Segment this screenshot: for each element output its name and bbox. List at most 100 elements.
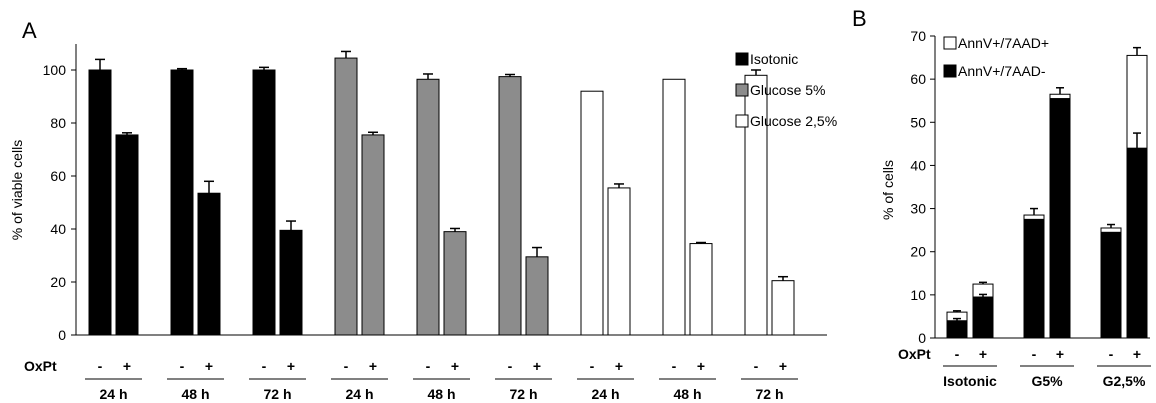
bar	[580, 90, 604, 336]
panel-b-y-axis-title: % of cells	[880, 160, 896, 220]
time-label: 72 h	[755, 386, 783, 402]
panel-b: B % of cells 0 10 20 30 40 50 60 70 OxPt - + Isot…	[852, 6, 1151, 389]
time-label: 72 h	[509, 386, 537, 402]
legend-swatch	[943, 36, 957, 50]
time-label: 24 h	[99, 386, 127, 402]
oxpt-sign: +	[1056, 346, 1064, 362]
panel-b-oxpt-label: OxPt	[898, 346, 931, 362]
bar	[525, 256, 549, 336]
oxpt-sign: -	[98, 358, 103, 374]
panel-a-oxpt-label: OxPt	[24, 358, 57, 374]
panel-b-bars	[946, 46, 1148, 339]
y-tick-label: 10	[910, 287, 926, 303]
bar	[252, 69, 276, 336]
y-tick-label: 100	[43, 62, 67, 78]
bar-segment-annv-7aad-neg	[1100, 231, 1122, 339]
panel-b-x-labels: - + Isotonic - + G5% - + G2,5%	[943, 346, 1151, 389]
y-tick-label: 80	[50, 115, 66, 131]
category-label: G2,5%	[1103, 373, 1146, 389]
bar	[662, 78, 686, 336]
bar	[115, 134, 139, 336]
panel-b-legend: AnnV+/7AAD+ AnnV+/7AAD-	[943, 35, 1049, 79]
bar	[771, 280, 795, 336]
bar	[498, 76, 522, 336]
bar	[689, 243, 713, 336]
y-tick-label: 20	[910, 244, 926, 260]
bar-segment-annv-7aad-neg	[972, 296, 994, 339]
bar	[279, 229, 303, 336]
oxpt-sign: -	[754, 358, 759, 374]
oxpt-sign: -	[262, 358, 267, 374]
oxpt-sign: -	[672, 358, 677, 374]
y-tick-label: 50	[910, 114, 926, 130]
time-label: 48 h	[673, 386, 701, 402]
panel-a-y-ticks: 0 20 40 60 80 100	[43, 62, 76, 343]
oxpt-sign: -	[426, 358, 431, 374]
bar	[334, 57, 358, 336]
y-tick-label: 20	[50, 274, 66, 290]
y-tick-label: 0	[918, 330, 926, 346]
legend-label: Isotonic	[750, 51, 798, 67]
oxpt-sign: +	[697, 358, 705, 374]
oxpt-sign: -	[344, 358, 349, 374]
time-label: 72 h	[263, 386, 291, 402]
oxpt-sign: +	[205, 358, 213, 374]
oxpt-sign: -	[955, 346, 960, 362]
y-tick-label: 60	[50, 168, 66, 184]
bar	[416, 78, 440, 336]
y-tick-label: 40	[50, 221, 66, 237]
legend-swatch	[943, 64, 957, 78]
category-label: Isotonic	[943, 373, 997, 389]
bar-segment-annv-7aad-pos	[1100, 227, 1122, 233]
bar-segment-annv-7aad-pos	[1023, 214, 1045, 220]
y-tick-label: 40	[910, 157, 926, 173]
oxpt-sign: -	[180, 358, 185, 374]
oxpt-sign: +	[1133, 346, 1141, 362]
oxpt-sign: -	[1109, 346, 1114, 362]
time-label: 24 h	[591, 386, 619, 402]
y-tick-label: 60	[910, 71, 926, 87]
bar-segment-annv-7aad-neg	[1023, 218, 1045, 339]
oxpt-sign: +	[533, 358, 541, 374]
panel-a-x-labels: - +24 h - +48 h - +72 h - +24 h - +48 h - +72 h - +24…	[85, 358, 798, 402]
oxpt-sign: -	[1032, 346, 1037, 362]
oxpt-sign: -	[590, 358, 595, 374]
y-tick-label: 30	[910, 201, 926, 217]
time-label: 24 h	[345, 386, 373, 402]
legend-label: Glucose 5%	[750, 82, 825, 98]
bar-segment-annv-7aad-neg	[1049, 98, 1071, 339]
panel-a-y-axis-title: % of viable cells	[9, 140, 25, 240]
legend-label: Glucose 2,5%	[750, 113, 837, 129]
bar	[88, 69, 112, 336]
panel-a-label: A	[22, 18, 37, 43]
panel-a: A % of viable cells 0 20 40 60 80 100 OxPt - +…	[9, 18, 837, 402]
legend-swatch	[735, 83, 749, 97]
bar-segment-annv-7aad-neg	[946, 320, 968, 339]
oxpt-sign: +	[287, 358, 295, 374]
oxpt-sign: +	[779, 358, 787, 374]
time-label: 48 h	[181, 386, 209, 402]
oxpt-sign: +	[123, 358, 131, 374]
bar	[170, 69, 194, 336]
oxpt-sign: +	[979, 346, 987, 362]
time-label: 48 h	[427, 386, 455, 402]
bar	[361, 134, 385, 336]
legend-label: AnnV+/7AAD+	[958, 35, 1049, 51]
panel-b-y-ticks: 0 10 20 30 40 50 60 70	[910, 28, 935, 346]
legend-swatch	[735, 52, 749, 66]
panel-a-bars	[88, 50, 795, 336]
legend-swatch	[735, 114, 749, 128]
category-label: G5%	[1031, 373, 1063, 389]
legend-label: AnnV+/7AAD-	[958, 63, 1046, 79]
oxpt-sign: +	[451, 358, 459, 374]
y-tick-label: 70	[910, 28, 926, 44]
bar-segment-annv-7aad-neg	[1126, 147, 1148, 339]
bar	[197, 192, 221, 336]
bar-segment-annv-7aad-pos	[1049, 93, 1071, 100]
oxpt-sign: +	[369, 358, 377, 374]
y-tick-label: 0	[58, 327, 66, 343]
panel-b-label: B	[852, 6, 867, 31]
bar	[443, 231, 467, 336]
oxpt-sign: -	[508, 358, 513, 374]
